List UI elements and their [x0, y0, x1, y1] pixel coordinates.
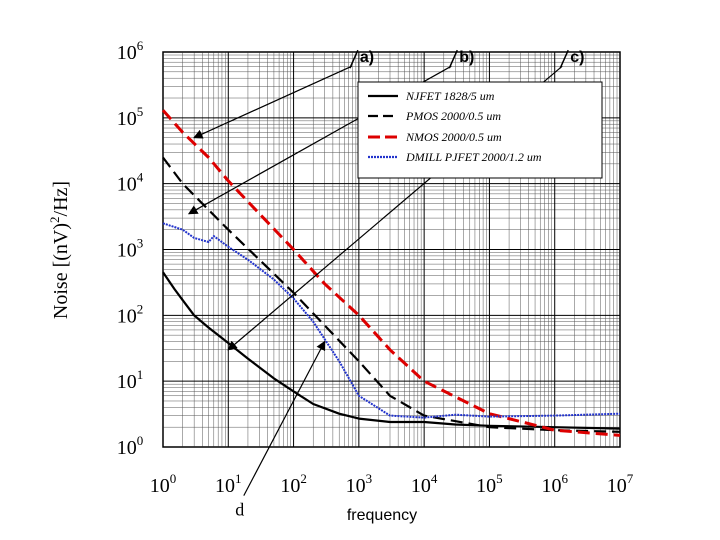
series-line-pmos [162, 156, 621, 433]
annotation-label-d: d [235, 500, 244, 520]
x-tick-exponent: 1 [235, 471, 242, 486]
series-line-njfet [162, 271, 621, 430]
y-tick-exponent: 5 [137, 104, 144, 119]
x-tick-label: 102 [280, 471, 307, 497]
x-tick-exponent: 4 [431, 471, 438, 486]
y-tick-label: 104 [117, 170, 144, 196]
y-tick-base: 10 [117, 437, 137, 459]
x-tick-base: 10 [150, 475, 170, 497]
y-tick-base: 10 [117, 371, 137, 393]
y-tick-label: 102 [117, 301, 144, 327]
x-tick-base: 10 [411, 475, 431, 497]
y-axis-label-sup: 2 [47, 216, 62, 223]
series-line-nmos [161, 109, 621, 437]
y-tick-exponent: 0 [137, 433, 144, 448]
annotation-slash-b [448, 49, 458, 69]
x-tick-base: 10 [607, 475, 627, 497]
y-tick-base: 10 [117, 174, 137, 196]
y-tick-base: 10 [117, 240, 137, 262]
legend-label-njfet: NJFET 1828/5 um [405, 89, 495, 103]
x-tick-exponent: 7 [627, 471, 634, 486]
legend: NJFET 1828/5 um PMOS 2000/0.5 um NMOS 20… [357, 81, 603, 179]
x-tick-label: 104 [411, 471, 438, 497]
x-tick-label: 106 [541, 471, 568, 497]
x-tick-label: 105 [476, 471, 503, 497]
x-tick-label: 103 [346, 471, 373, 497]
legend-box [357, 81, 603, 179]
series-line-dmill [162, 222, 621, 419]
y-tick-exponent: 1 [137, 367, 144, 382]
annotation-label-c: c) [570, 49, 584, 66]
x-tick-label: 100 [150, 471, 177, 497]
x-tick-exponent: 0 [170, 471, 177, 486]
annotation-slash-c [559, 49, 569, 69]
y-tick-exponent: 2 [137, 301, 144, 316]
y-tick-exponent: 3 [137, 236, 144, 251]
legend-label-dmill: DMILL PJFET 2000/1.2 um [405, 150, 542, 164]
x-tick-exponent: 3 [366, 471, 373, 486]
y-axis-label-b: /Hz] [50, 181, 72, 217]
x-tick-base: 10 [541, 475, 561, 497]
series-layer [161, 109, 621, 437]
annotation-arrow-d [243, 340, 326, 496]
y-tick-exponent: 6 [137, 38, 144, 53]
annotation-slash-a [349, 49, 359, 69]
legend-label-pmos: PMOS 2000/0.5 um [405, 109, 501, 123]
annotation-label-b: b) [459, 49, 474, 66]
y-tick-exponent: 4 [137, 170, 144, 185]
y-tick-base: 10 [117, 42, 137, 64]
y-tick-label: 100 [117, 433, 144, 459]
annotation-label-a: a) [360, 49, 374, 66]
x-tick-exponent: 2 [300, 471, 307, 486]
grid [162, 51, 621, 448]
x-tick-exponent: 6 [561, 471, 568, 486]
y-axis-label: Noise [(nV)2/Hz] [47, 181, 72, 319]
y-axis-label-a: Noise [(nV) [50, 223, 72, 319]
annotation-arrow-a [193, 65, 353, 139]
y-tick-label: 103 [117, 236, 144, 262]
x-tick-base: 10 [346, 475, 366, 497]
x-tick-base: 10 [215, 475, 235, 497]
x-axis-label: frequency [347, 507, 417, 524]
x-tick-label: 107 [607, 471, 634, 497]
y-tick-base: 10 [117, 108, 137, 130]
y-tick-base: 10 [117, 305, 137, 327]
x-tick-base: 10 [280, 475, 300, 497]
x-tick-exponent: 5 [496, 471, 503, 486]
x-tick-label: 101 [215, 471, 242, 497]
x-tick-base: 10 [476, 475, 496, 497]
y-tick-label: 101 [117, 367, 144, 393]
y-tick-label: 106 [117, 38, 144, 64]
tick-labels: 100 101 102 103 104 105 106 1071001011021031041… [117, 38, 634, 497]
y-tick-label: 105 [117, 104, 144, 130]
legend-label-nmos: NMOS 2000/0.5 um [405, 130, 502, 144]
